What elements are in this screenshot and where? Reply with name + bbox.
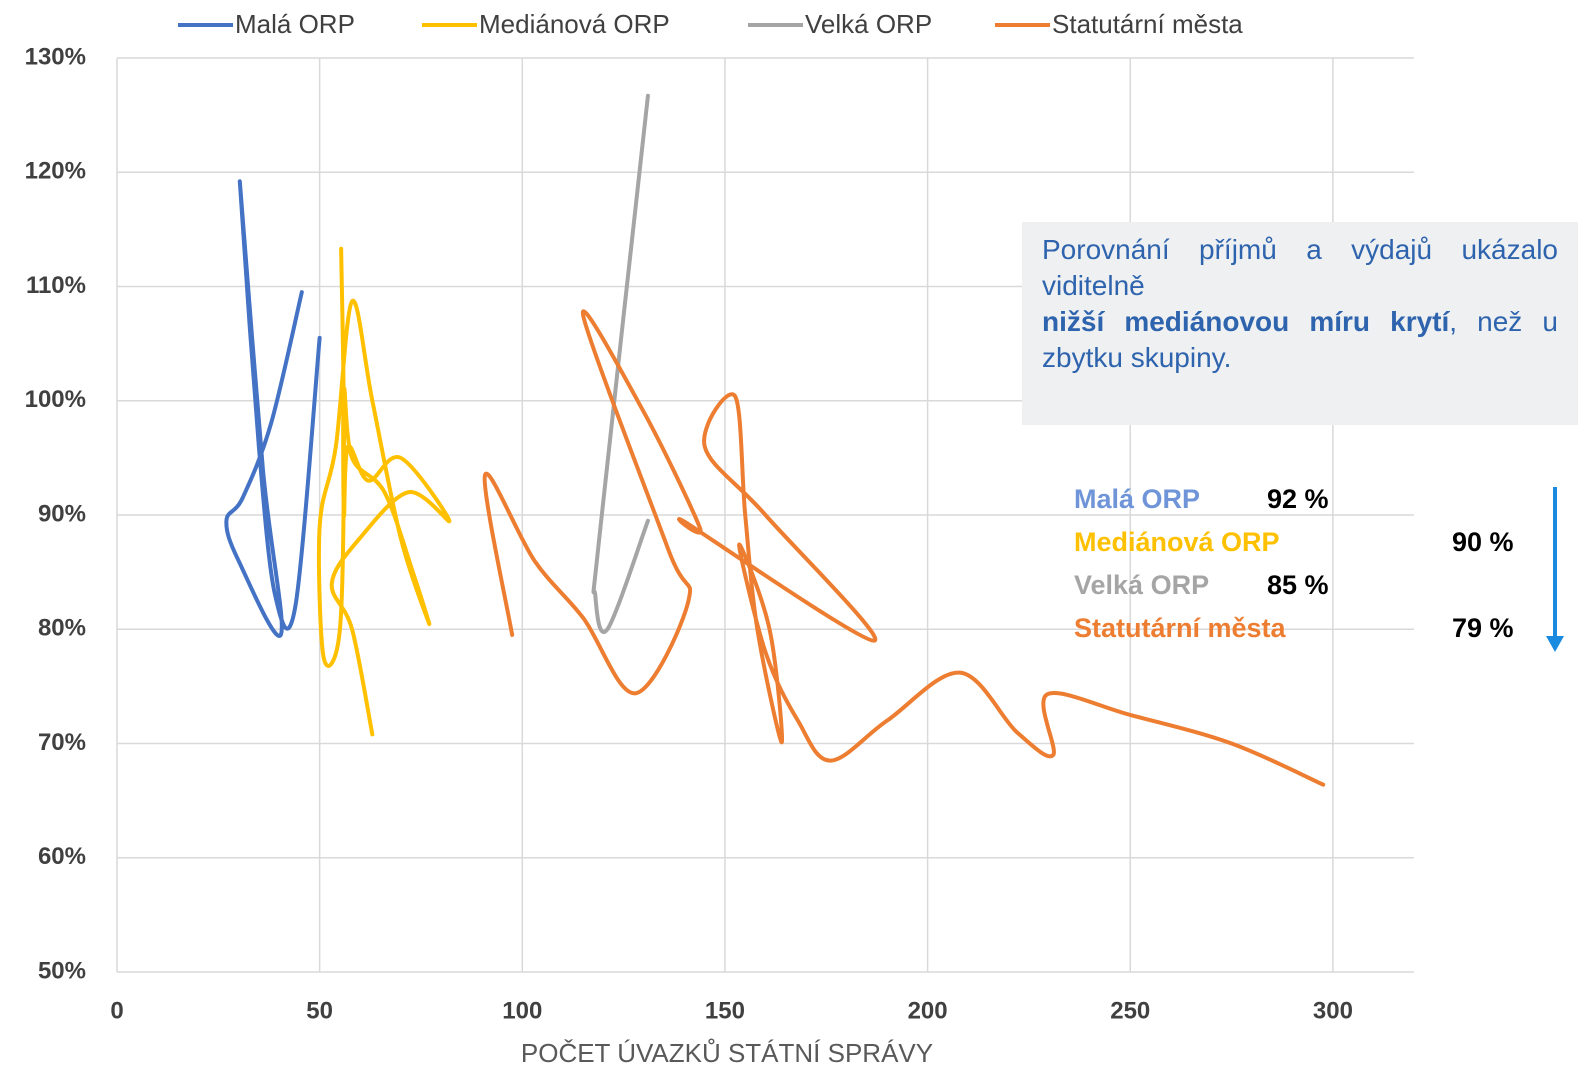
x-tick-label: 150 bbox=[705, 997, 745, 1024]
y-tick-label: 90% bbox=[38, 500, 86, 527]
y-tick-label: 110% bbox=[26, 272, 86, 299]
legend-label: Statutární města bbox=[1052, 9, 1243, 39]
note-line: nižší mediánovou míru krytí, než u zbytk… bbox=[1042, 304, 1558, 376]
summary-name: Statutární města bbox=[1074, 613, 1287, 643]
series-line bbox=[319, 249, 449, 735]
note-line: Porovnání příjmů a výdajů ukázalo vidite… bbox=[1042, 232, 1558, 304]
note-box: Porovnání příjmů a výdajů ukázalo vidite… bbox=[1022, 222, 1578, 425]
series-line bbox=[226, 181, 319, 636]
note-bold: nižší mediánovou míru krytí bbox=[1042, 306, 1449, 337]
legend-label: Velká ORP bbox=[805, 9, 932, 39]
summary-value: 92 % bbox=[1267, 484, 1329, 514]
summary-value: 85 % bbox=[1267, 570, 1329, 600]
chart: POČET ÚVAZKŮ STÁTNÍ SPRÁVY 50% 60% 70% 80% 9… bbox=[0, 0, 1584, 1071]
y-tick-label: 120% bbox=[25, 158, 86, 185]
x-tick-label: 0 bbox=[110, 997, 123, 1024]
page: POČET ÚVAZKŮ STÁTNÍ SPRÁVY 50% 60% 70% 80% 9… bbox=[0, 0, 1584, 1071]
summary-name: Malá ORP bbox=[1074, 484, 1200, 514]
x-tick-label: 300 bbox=[1313, 997, 1353, 1024]
x-tick-label: 100 bbox=[502, 997, 542, 1024]
summary-name: Velká ORP bbox=[1074, 570, 1209, 600]
y-tick-label: 130% bbox=[25, 43, 86, 70]
y-tick-label: 50% bbox=[38, 957, 86, 984]
arrow-head bbox=[1546, 636, 1564, 652]
summary-value: 90 % bbox=[1452, 527, 1514, 557]
y-tick-label: 80% bbox=[38, 615, 86, 642]
summary-value: 79 % bbox=[1452, 613, 1514, 643]
x-tick-label: 250 bbox=[1110, 997, 1150, 1024]
legend-label: Mediánová ORP bbox=[479, 9, 670, 39]
x-tick-label: 200 bbox=[908, 997, 948, 1024]
series-line bbox=[593, 96, 647, 632]
y-tick-label: 60% bbox=[38, 843, 86, 870]
x-axis-title: POČET ÚVAZKŮ STÁTNÍ SPRÁVY bbox=[521, 1037, 933, 1068]
summary-name: Mediánová ORP bbox=[1074, 527, 1280, 557]
y-tick-label: 70% bbox=[38, 729, 86, 756]
legend-label: Malá ORP bbox=[235, 9, 355, 39]
x-tick-label: 50 bbox=[306, 997, 333, 1024]
y-tick-label: 100% bbox=[25, 386, 86, 413]
